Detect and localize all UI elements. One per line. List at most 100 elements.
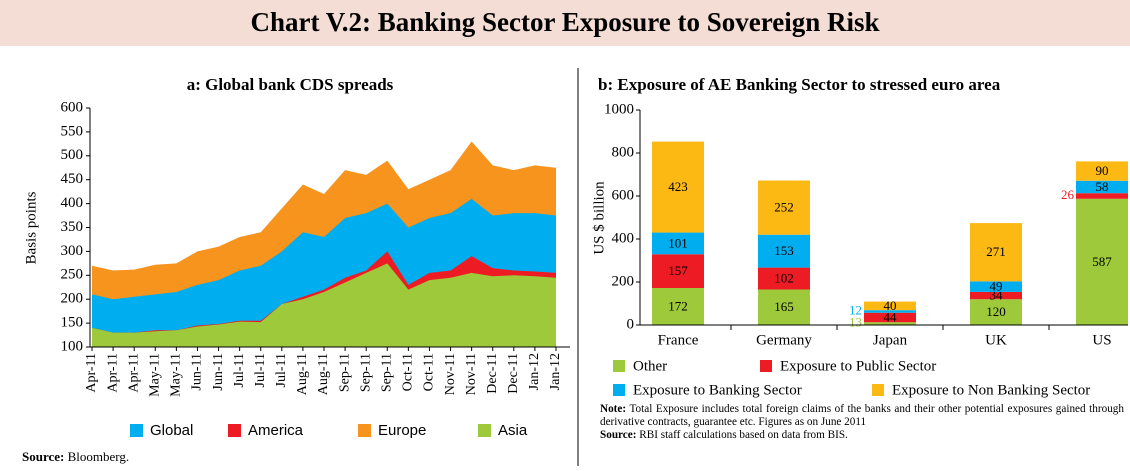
chart-title: a: Global bank CDS spreads bbox=[187, 75, 394, 94]
x-tick-label: Sep-11 bbox=[337, 353, 352, 392]
area bbox=[92, 263, 556, 347]
data-label: 44 bbox=[884, 309, 898, 324]
source: Source: Bloomberg. bbox=[22, 449, 129, 465]
legend-swatch bbox=[228, 424, 241, 437]
note-label: Note: bbox=[600, 403, 627, 415]
data-label: 13 bbox=[849, 315, 862, 330]
y-axis-label: US $ billion bbox=[591, 181, 607, 255]
data-label: 252 bbox=[774, 200, 794, 215]
y-tick-label: 500 bbox=[61, 147, 84, 163]
y-tick-label: 400 bbox=[612, 230, 635, 246]
y-tick-label: 600 bbox=[612, 187, 635, 203]
legend-swatch bbox=[872, 384, 884, 396]
x-tick-label: Dec-11 bbox=[506, 353, 521, 394]
y-tick-label: 250 bbox=[61, 267, 84, 283]
data-label: 101 bbox=[668, 235, 688, 250]
y-tick-label: 200 bbox=[61, 291, 84, 307]
data-label: 49 bbox=[990, 279, 1003, 294]
bar-segment bbox=[652, 232, 704, 255]
x-tick-label: Jun-11 bbox=[190, 353, 205, 391]
x-tick-label: Aug-11 bbox=[316, 353, 331, 395]
note-text: Total Exposure includes total foreign cl… bbox=[600, 403, 1124, 428]
x-tick-label: Apr-11 bbox=[84, 353, 99, 393]
y-tick-label: 800 bbox=[612, 144, 635, 160]
bar-segment bbox=[864, 312, 916, 323]
y-tick-label: 200 bbox=[612, 273, 635, 289]
x-tick-label: Jan-12 bbox=[548, 353, 563, 390]
bar-segment bbox=[864, 322, 916, 325]
bar-segment bbox=[652, 288, 704, 325]
x-tick-label: Oct-11 bbox=[401, 353, 416, 391]
x-tick-label: May-11 bbox=[169, 353, 184, 397]
legend-swatch bbox=[358, 424, 371, 437]
y-tick-label: 300 bbox=[61, 243, 84, 259]
bar-segment bbox=[970, 223, 1022, 282]
data-label: 90 bbox=[1096, 163, 1109, 178]
bar-segment bbox=[652, 141, 704, 233]
legend-label: Exposure to Banking Sector bbox=[633, 382, 802, 398]
y-tick-label: 1000 bbox=[604, 101, 634, 117]
data-label: 271 bbox=[986, 244, 1006, 259]
legend-label: Europe bbox=[378, 422, 426, 439]
legend-label: Global bbox=[150, 422, 193, 439]
data-label: 26 bbox=[1061, 187, 1075, 202]
legend-swatch bbox=[478, 424, 491, 437]
x-tick-label: May-11 bbox=[147, 353, 162, 397]
y-tick-label: 350 bbox=[61, 219, 84, 235]
x-tick-label: Japan bbox=[873, 332, 908, 348]
x-tick-label: Nov-11 bbox=[443, 353, 458, 395]
x-tick-label: Apr-11 bbox=[126, 353, 141, 393]
x-tick-label: Dec-11 bbox=[485, 353, 500, 394]
bar-segment bbox=[864, 301, 916, 311]
data-label: 172 bbox=[668, 298, 688, 313]
x-tick-label: Aug-11 bbox=[295, 353, 310, 395]
legend-label: Exposure to Non Banking Sector bbox=[892, 382, 1090, 398]
chart-title: b: Exposure of AE Banking Sector to stre… bbox=[598, 75, 1001, 94]
title-band bbox=[0, 0, 1130, 46]
bar-segment bbox=[1076, 180, 1128, 194]
bar-segment bbox=[970, 281, 1022, 292]
legend-swatch bbox=[760, 360, 772, 372]
x-tick-label: Jan-12 bbox=[527, 353, 542, 390]
x-tick-label: Jun-11 bbox=[211, 353, 226, 391]
source-text: Bloomberg. bbox=[67, 449, 130, 464]
legend-label: Exposure to Public Sector bbox=[780, 358, 936, 374]
bar-segment bbox=[758, 267, 810, 290]
x-tick-label: Apr-11 bbox=[105, 353, 120, 393]
y-tick-label: 550 bbox=[61, 123, 84, 139]
data-label: 423 bbox=[668, 179, 688, 194]
y-tick-label: 450 bbox=[61, 171, 84, 187]
x-tick-label: Nov-11 bbox=[464, 353, 479, 395]
x-tick-label: Sep-11 bbox=[379, 353, 394, 392]
x-tick-label: Sep-11 bbox=[358, 353, 373, 392]
legend-label: Asia bbox=[498, 422, 528, 439]
bar-segment bbox=[758, 234, 810, 268]
legend-swatch bbox=[130, 424, 143, 437]
data-label: 40 bbox=[884, 298, 897, 313]
x-tick-label: Jul-11 bbox=[253, 353, 268, 387]
bar-segment bbox=[758, 180, 810, 235]
data-label: 58 bbox=[1096, 179, 1109, 194]
note: Note: Total Exposure includes total fore… bbox=[600, 403, 1124, 442]
bar-segment bbox=[970, 299, 1022, 325]
source-text: RBI staff calculations based on data fro… bbox=[639, 429, 848, 441]
bar-segment bbox=[1076, 198, 1128, 325]
bar-segment bbox=[758, 289, 810, 325]
source-label: Source: bbox=[600, 429, 637, 441]
data-label: 165 bbox=[774, 299, 794, 314]
data-label: 157 bbox=[668, 263, 688, 278]
bar-segment bbox=[1076, 161, 1128, 181]
bar-segment bbox=[1076, 193, 1128, 199]
bar-segment bbox=[652, 254, 704, 289]
y-tick-label: 100 bbox=[61, 338, 84, 354]
data-label: 102 bbox=[774, 271, 794, 286]
bar-segment bbox=[970, 291, 1022, 300]
data-label: 587 bbox=[1092, 254, 1112, 269]
x-tick-label: Germany bbox=[756, 332, 812, 348]
y-tick-label: 0 bbox=[627, 316, 635, 332]
data-label: 153 bbox=[774, 243, 794, 258]
legend-label: Other bbox=[633, 358, 667, 374]
x-tick-label: Oct-11 bbox=[422, 353, 437, 391]
